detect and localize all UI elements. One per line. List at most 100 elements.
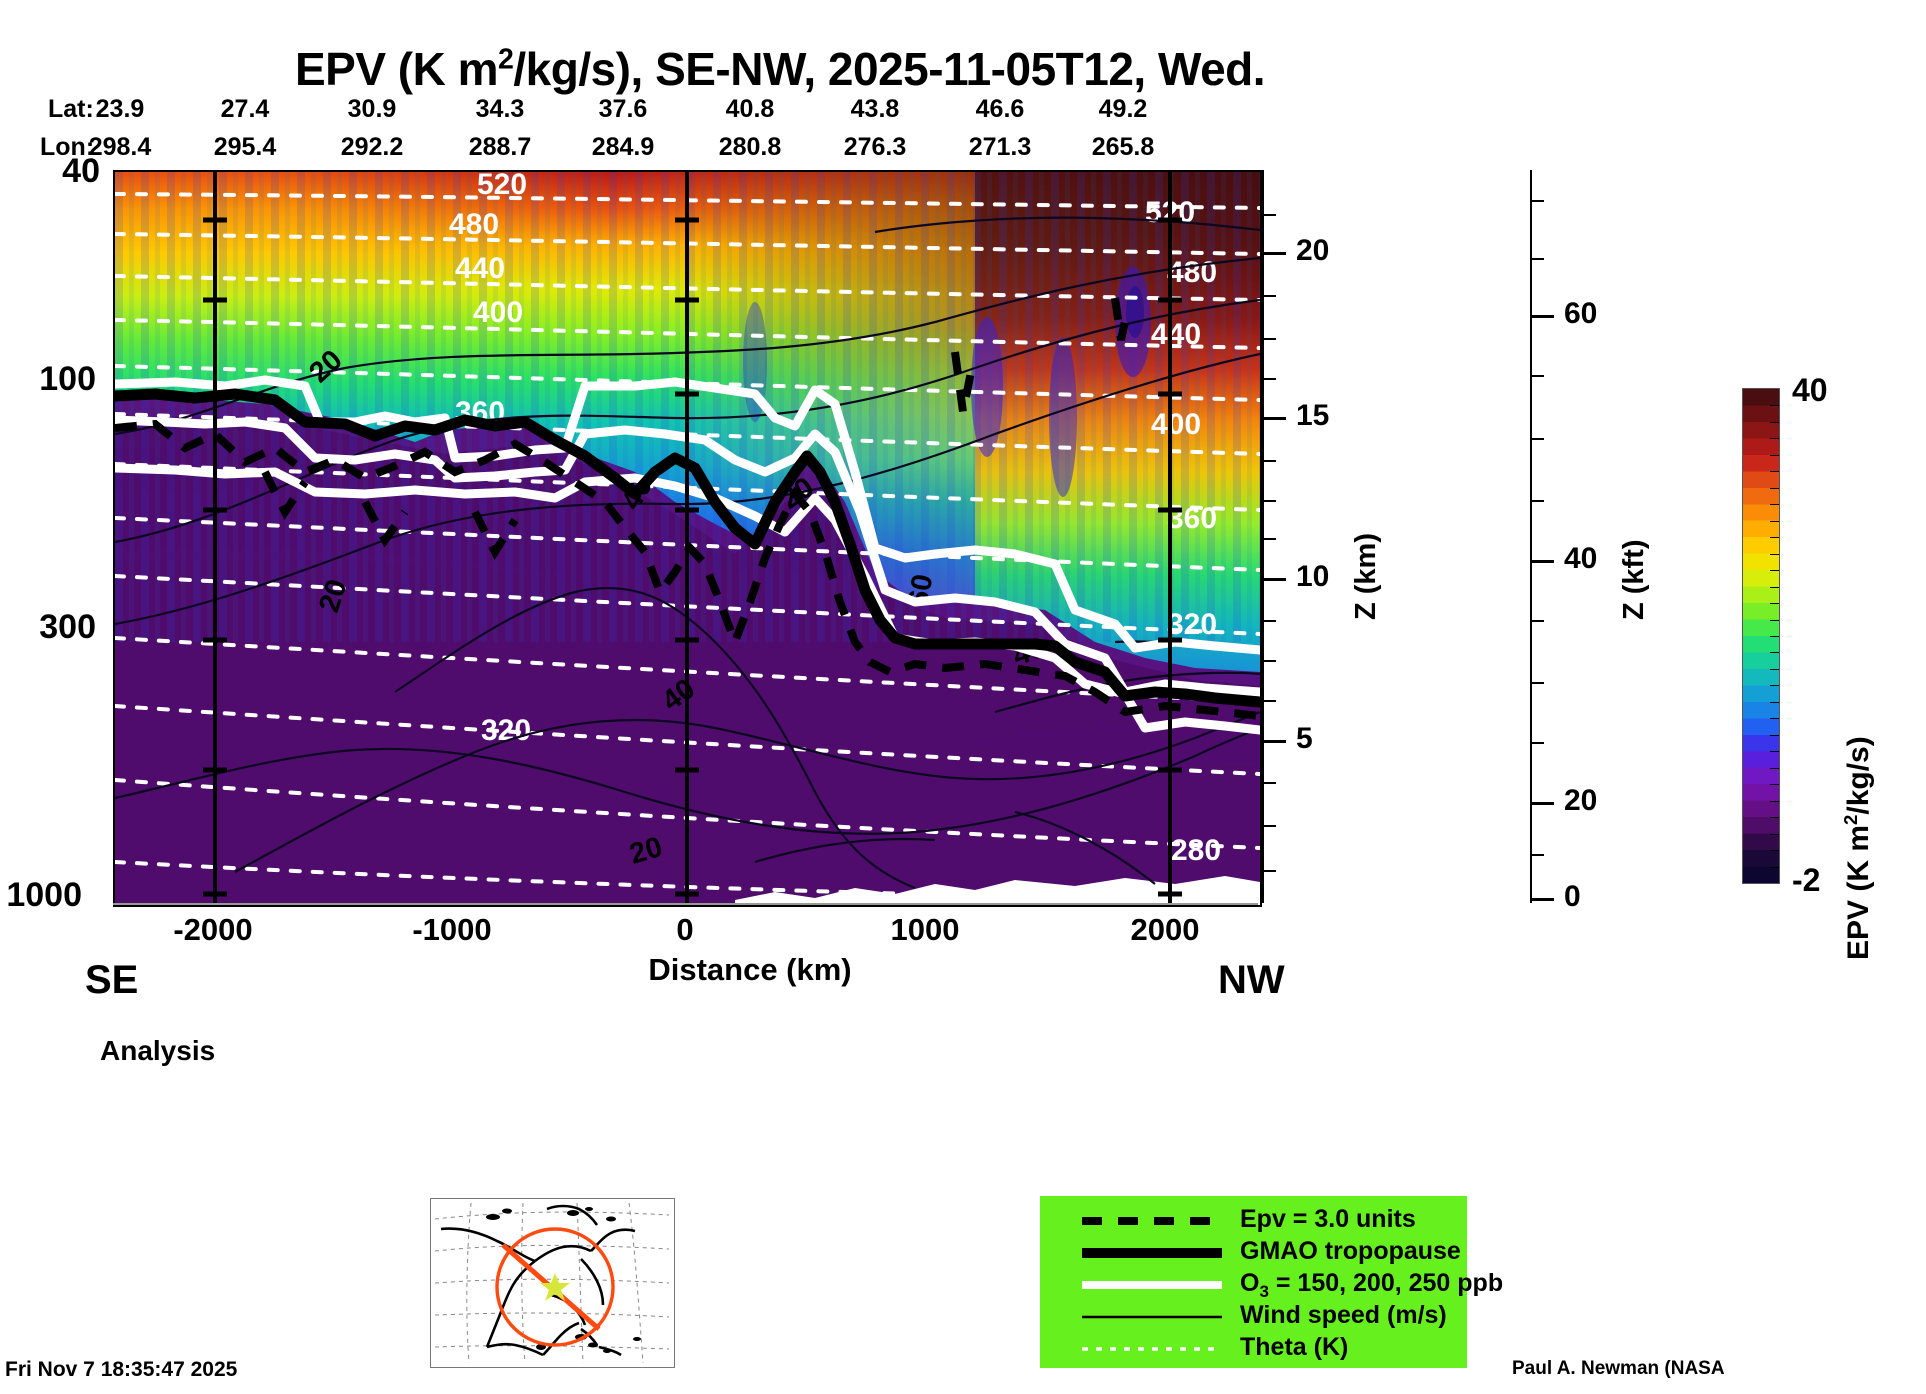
colorbar-tick [1770, 784, 1779, 786]
legend-label: GMAO tropopause [1240, 1237, 1461, 1265]
timestamp-label: Fri Nov 7 18:35:47 2025 [5, 1358, 238, 1381]
legend-row: O3 = 150, 200, 250 ppb [1040, 1268, 1503, 1302]
legend-label: Wind speed (m/s) [1240, 1301, 1447, 1329]
lat-value: 43.8 [850, 95, 900, 123]
inset-map-canvas [431, 1199, 674, 1367]
legend-label: Epv = 3.0 units [1240, 1205, 1416, 1233]
z-km-tick: 10 [1296, 560, 1330, 593]
z-km-axis: 20 15 10 5 [1262, 170, 1402, 903]
o3-post: = 150, 200, 250 ppb [1268, 1269, 1504, 1297]
theta-label: 400 [1151, 408, 1201, 441]
colorbar-tick [1770, 833, 1779, 835]
colorbar-tick [1770, 636, 1779, 637]
legend-row: Theta (K) [1040, 1332, 1467, 1366]
colorbar-tick [1770, 652, 1779, 654]
lon-value: 288.7 [468, 133, 532, 161]
dotted-line-icon [1082, 1347, 1222, 1351]
colorbar-tick [1770, 751, 1779, 753]
lon-value: 298.4 [88, 133, 152, 161]
lat-value: 46.6 [975, 95, 1025, 123]
x-axis-tick: 1000 [890, 912, 960, 947]
dashed-line-icon [1082, 1217, 1222, 1225]
z-km-tick: 15 [1296, 399, 1330, 432]
colorbar-tick [1770, 586, 1779, 588]
colorbar-label-superscript: 2 [1840, 814, 1861, 825]
title-post: /kg/s), SE-NW, 2025-11-05T12, Wed. [513, 43, 1266, 95]
colorbar-tick [1770, 619, 1779, 621]
endpoint-label-se: SE [85, 958, 139, 1002]
y-axis-tick: 300 [39, 608, 96, 646]
lon-value: 271.3 [968, 133, 1032, 161]
colorbar-tick [1770, 603, 1779, 605]
thin-line-icon [1082, 1315, 1222, 1319]
lat-row-label: Lat: [48, 95, 94, 123]
colorbar-tick [1770, 817, 1779, 819]
theta-label: 480 [449, 208, 499, 241]
colorbar-tick [1770, 520, 1779, 522]
plot-canvas: 520 480 440 400 360 320 520 480 440 400 … [115, 172, 1260, 905]
o3-pre: O [1240, 1269, 1260, 1297]
legend-row: Epv = 3.0 units [1040, 1204, 1467, 1238]
y-axis-tick: 40 [62, 152, 100, 190]
lat-value: 49.2 [1098, 95, 1148, 123]
lat-value: 30.9 [347, 95, 397, 123]
colorbar-max-label: 40 [1792, 372, 1828, 408]
colorbar-tick [1770, 800, 1779, 802]
lat-value: 37.6 [598, 95, 648, 123]
lat-value: 34.3 [475, 95, 525, 123]
z-km-tick: 5 [1296, 722, 1313, 755]
theta-label: 280 [1171, 834, 1221, 867]
z-kft-axis-label: Z (kft) [1618, 539, 1650, 620]
graticule [434, 1202, 670, 1364]
z-kft-axis: 60 40 20 0 [1530, 170, 1670, 913]
lat-value: 40.8 [725, 95, 775, 123]
x-axis-rule [113, 903, 1258, 905]
colorbar-tick [1770, 471, 1779, 473]
colorbar-tick [1770, 866, 1779, 868]
colorbar-tick [1770, 553, 1779, 555]
z-kft-tick: 20 [1564, 784, 1598, 817]
epv-colorbar [1742, 388, 1780, 884]
vertical-reference-lines [213, 172, 1172, 905]
legend-label: O3 = 150, 200, 250 ppb [1240, 1269, 1503, 1302]
legend-row: GMAO tropopause [1040, 1236, 1467, 1270]
lon-row-label: Lon: [40, 133, 95, 161]
inset-location-map[interactable] [430, 1198, 675, 1368]
reference-line-ticks [203, 217, 1182, 897]
o3-subscript: 3 [1259, 1282, 1269, 1301]
colorbar-axis-label: EPV (K m2/kg/s) [1840, 736, 1876, 960]
star-icon [540, 1273, 570, 1301]
epv-3-contour [115, 297, 1260, 720]
z-km-axis-label: Z (km) [1350, 533, 1382, 620]
lon-value: 284.9 [591, 133, 655, 161]
colorbar-tick [1770, 405, 1779, 407]
theta-contours [115, 192, 1260, 904]
theta-label: 400 [473, 296, 523, 329]
lon-value: 295.4 [213, 133, 277, 161]
title-superscript: 2 [498, 43, 514, 76]
coordinate-rows: Lat: Lon: 23.9 27.4 30.9 34.3 37.6 40.8 … [0, 95, 1400, 167]
endpoint-label-nw: NW [1218, 958, 1285, 1002]
colorbar-label-post: /kg/s) [1842, 736, 1875, 815]
theta-label: 520 [477, 172, 527, 201]
colorbar-tick [1770, 668, 1779, 670]
theta-contour-labels: 520 480 440 400 360 320 520 480 440 400 … [449, 172, 1221, 867]
y-axis-tick: 1000 [6, 876, 82, 914]
lon-value: 276.3 [843, 133, 907, 161]
colorbar-tick [1770, 454, 1779, 456]
colorbar-tick [1770, 767, 1779, 769]
colorbar-min-label: -2 [1792, 862, 1821, 898]
white-line-icon [1082, 1281, 1222, 1289]
z-km-tick: 20 [1296, 234, 1330, 267]
colorbar-tick [1770, 421, 1779, 423]
lat-value: 23.9 [95, 95, 145, 123]
title-pre: EPV (K m [294, 43, 499, 95]
z-kft-tick: 0 [1564, 880, 1581, 913]
gmao-tropopause [115, 388, 1260, 708]
lat-value: 27.4 [220, 95, 270, 123]
epv-cross-section-plot: 520 480 440 400 360 320 520 480 440 400 … [113, 170, 1262, 907]
lon-value: 292.2 [340, 133, 404, 161]
theta-label: 360 [1167, 502, 1217, 535]
legend-label: Theta (K) [1240, 1333, 1349, 1361]
z-kft-tick: 60 [1564, 297, 1598, 330]
